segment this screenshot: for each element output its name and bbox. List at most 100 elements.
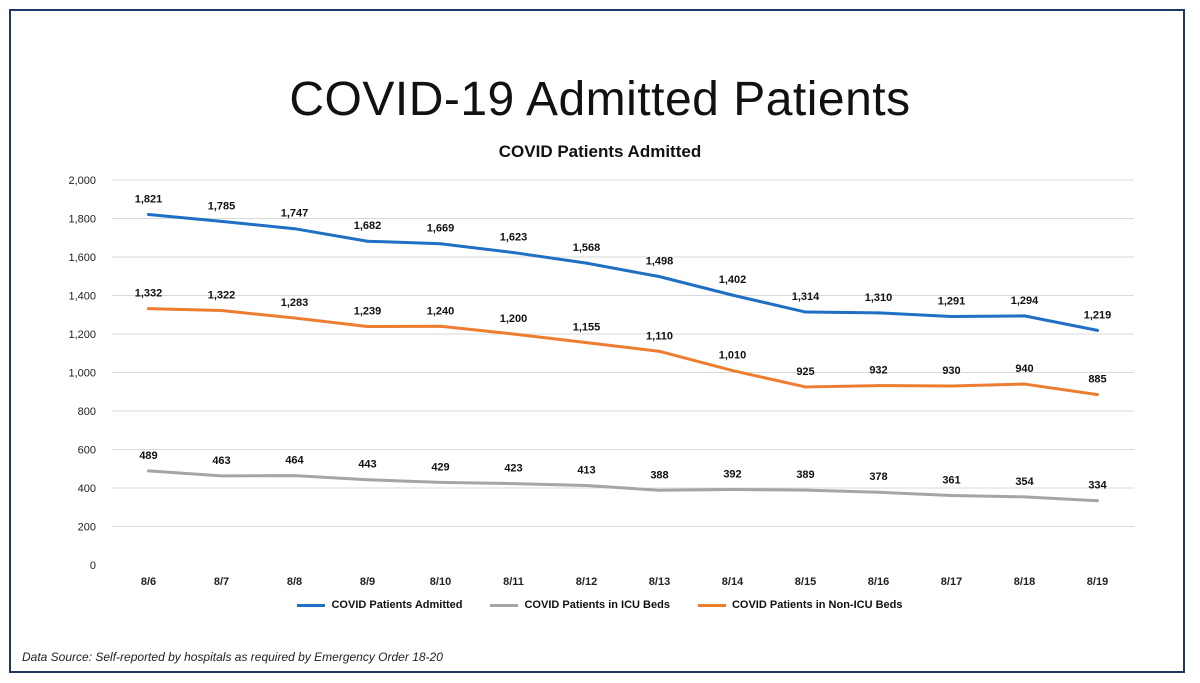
x-tick-label: 8/13 (649, 576, 670, 588)
data-label: 429 (431, 461, 449, 473)
legend-label: COVID Patients Admitted (331, 599, 463, 611)
x-tick-label: 8/11 (503, 576, 524, 588)
data-label: 354 (1015, 476, 1034, 488)
data-source-note: Data Source: Self-reported by hospitals … (22, 650, 443, 664)
y-tick-label: 1,800 (68, 214, 96, 226)
data-label: 1,200 (500, 313, 528, 325)
data-point (1096, 328, 1099, 332)
data-label: 1,821 (135, 193, 163, 205)
y-tick-label: 400 (78, 483, 96, 495)
data-label: 1,310 (865, 292, 893, 304)
data-label: 334 (1088, 480, 1107, 492)
data-label: 378 (869, 471, 887, 483)
data-label: 1,010 (719, 350, 747, 362)
series-line (148, 307, 1098, 397)
y-tick-label: 1,200 (68, 329, 96, 341)
data-label: 1,747 (281, 208, 309, 220)
x-tick-label: 8/8 (287, 576, 302, 588)
data-point (877, 311, 880, 315)
legend-item: COVID Patients in ICU Beds (490, 599, 670, 611)
data-point (877, 384, 880, 388)
data-point (950, 314, 953, 318)
data-point (147, 212, 150, 216)
x-tick-label: 8/15 (795, 576, 816, 588)
data-label: 885 (1088, 374, 1106, 386)
data-point (293, 316, 296, 320)
data-label: 489 (139, 450, 157, 462)
y-tick-label: 0 (90, 560, 96, 572)
data-label: 930 (942, 365, 960, 377)
data-point (950, 384, 953, 388)
page-title: COVID-19 Admitted Patients (289, 73, 911, 126)
x-tick-label: 8/9 (360, 576, 375, 588)
x-tick-label: 8/6 (141, 576, 156, 588)
series-line (148, 469, 1098, 503)
data-label: 392 (723, 469, 741, 481)
data-point (293, 227, 296, 231)
data-label: 1,402 (719, 274, 747, 286)
data-label: 464 (285, 455, 304, 467)
x-tick-label: 8/19 (1087, 576, 1108, 588)
data-label: 1,682 (354, 220, 382, 232)
legend-swatch (490, 603, 519, 607)
chart-legend: COVID Patients Admitted COVID Patients in… (0, 599, 1200, 611)
x-tick-label: 8/7 (214, 576, 229, 588)
data-label: 388 (650, 469, 668, 481)
data-point (366, 239, 369, 243)
x-tick-label: 8/16 (868, 576, 889, 588)
x-tick-label: 8/18 (1014, 576, 1035, 588)
data-label: 1,219 (1084, 309, 1112, 321)
data-label: 925 (796, 366, 814, 378)
data-label: 413 (577, 464, 595, 476)
data-point (658, 275, 661, 279)
data-label: 423 (504, 463, 522, 475)
legend-label: COVID Patients in ICU Beds (524, 599, 670, 611)
y-tick-label: 200 (78, 522, 96, 534)
legend-item: COVID Patients Admitted (297, 599, 462, 611)
legend-swatch (697, 603, 726, 607)
data-point (731, 369, 734, 373)
data-point (220, 309, 223, 313)
data-point (877, 490, 880, 494)
data-point (804, 488, 807, 492)
data-point (512, 251, 515, 255)
data-label: 940 (1015, 363, 1033, 375)
data-point (585, 341, 588, 345)
data-point (1096, 393, 1099, 397)
x-tick-label: 8/14 (722, 576, 744, 588)
x-tick-label: 8/10 (430, 576, 451, 588)
data-label: 932 (869, 365, 887, 377)
data-point (366, 324, 369, 328)
data-label: 1,498 (646, 256, 674, 268)
data-point (804, 310, 807, 314)
data-point (512, 482, 515, 486)
data-point (1023, 382, 1026, 386)
legend-item: COVID Patients in Non-ICU Beds (697, 599, 903, 611)
y-tick-label: 600 (78, 445, 96, 457)
data-label: 463 (212, 455, 230, 467)
data-label: 1,623 (500, 232, 528, 244)
data-label: 1,294 (1011, 295, 1039, 307)
data-label: 1,314 (792, 291, 820, 303)
chart-title: COVID Patients Admitted (498, 142, 702, 161)
data-label: 1,568 (573, 242, 601, 254)
data-label: 1,785 (208, 200, 236, 212)
data-point (658, 488, 661, 492)
data-label: 1,110 (646, 330, 673, 342)
data-point (220, 219, 223, 223)
data-label: 361 (942, 475, 960, 487)
data-point (804, 385, 807, 389)
series-line (148, 212, 1098, 332)
data-point (1096, 499, 1099, 503)
y-tick-label: 2,000 (68, 175, 96, 187)
data-point (220, 474, 223, 478)
legend-swatch (297, 603, 326, 607)
slide-frame (9, 9, 1185, 673)
data-label: 1,291 (938, 295, 966, 307)
y-tick-label: 800 (78, 406, 96, 418)
data-label: 1,669 (427, 223, 455, 235)
data-point (658, 349, 661, 353)
data-label: 1,322 (208, 290, 236, 302)
data-label: 1,240 (427, 305, 455, 317)
